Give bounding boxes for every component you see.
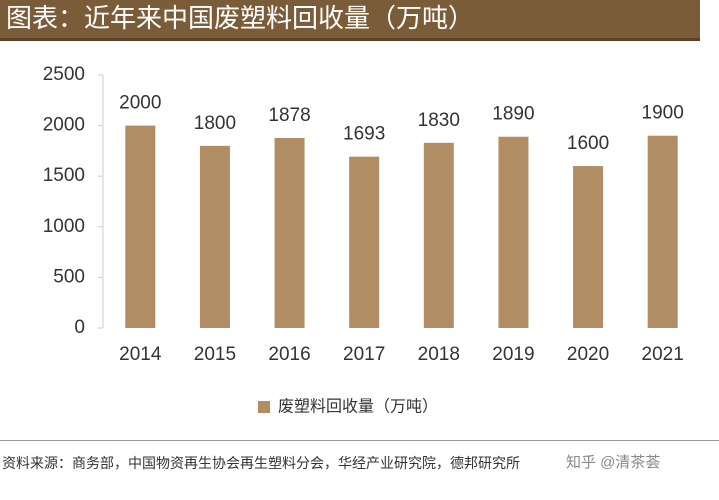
value-label: 1600 xyxy=(567,133,609,154)
bar xyxy=(423,142,454,328)
x-tick-label: 2015 xyxy=(194,344,236,365)
x-tick-label: 2018 xyxy=(418,344,460,365)
value-label: 2000 xyxy=(119,93,161,114)
x-tick-label: 2017 xyxy=(343,344,385,365)
x-tick-label: 2014 xyxy=(119,344,162,365)
bar xyxy=(274,137,305,328)
y-tick-label: 2000 xyxy=(43,115,85,136)
footer-divider xyxy=(0,440,719,441)
bar xyxy=(647,135,678,328)
value-label: 1890 xyxy=(492,104,534,125)
source-note: 资料来源：商务部，中国物资再生协会再生塑料分会，华经产业研究院，德邦研究所 xyxy=(2,456,520,472)
x-tick-label: 2020 xyxy=(567,344,609,365)
legend-label: 废塑料回收量（万吨） xyxy=(278,397,438,416)
title-banner: 图表：近年来中国废塑料回收量（万吨） xyxy=(0,0,700,41)
value-label: 1830 xyxy=(418,110,460,131)
x-tick-label: 2019 xyxy=(492,344,534,365)
watermark: 知乎 @清茶荟 xyxy=(566,452,661,474)
bar xyxy=(498,136,529,328)
y-tick-label: 500 xyxy=(53,266,85,287)
value-label: 1693 xyxy=(343,124,385,145)
y-tick-label: 2500 xyxy=(43,64,85,85)
value-label: 1800 xyxy=(194,113,236,134)
x-tick-label: 2016 xyxy=(268,344,310,365)
x-tick-label: 2021 xyxy=(642,344,684,365)
chart: 0 500 1000 1500 2000 2500 2014 2015 2016 2017 2018… xyxy=(43,64,684,416)
legend-swatch xyxy=(258,401,270,413)
bar xyxy=(573,166,604,328)
value-label: 1878 xyxy=(268,105,310,126)
y-tick-label: 1000 xyxy=(43,216,85,237)
chart-title: 图表：近年来中国废塑料回收量（万吨） xyxy=(6,4,475,34)
value-label: 1900 xyxy=(642,103,684,124)
y-tick-label: 0 xyxy=(74,317,85,338)
bar xyxy=(125,125,156,328)
bar xyxy=(199,145,230,328)
y-tick-label: 1500 xyxy=(43,165,85,186)
bar xyxy=(349,156,380,328)
